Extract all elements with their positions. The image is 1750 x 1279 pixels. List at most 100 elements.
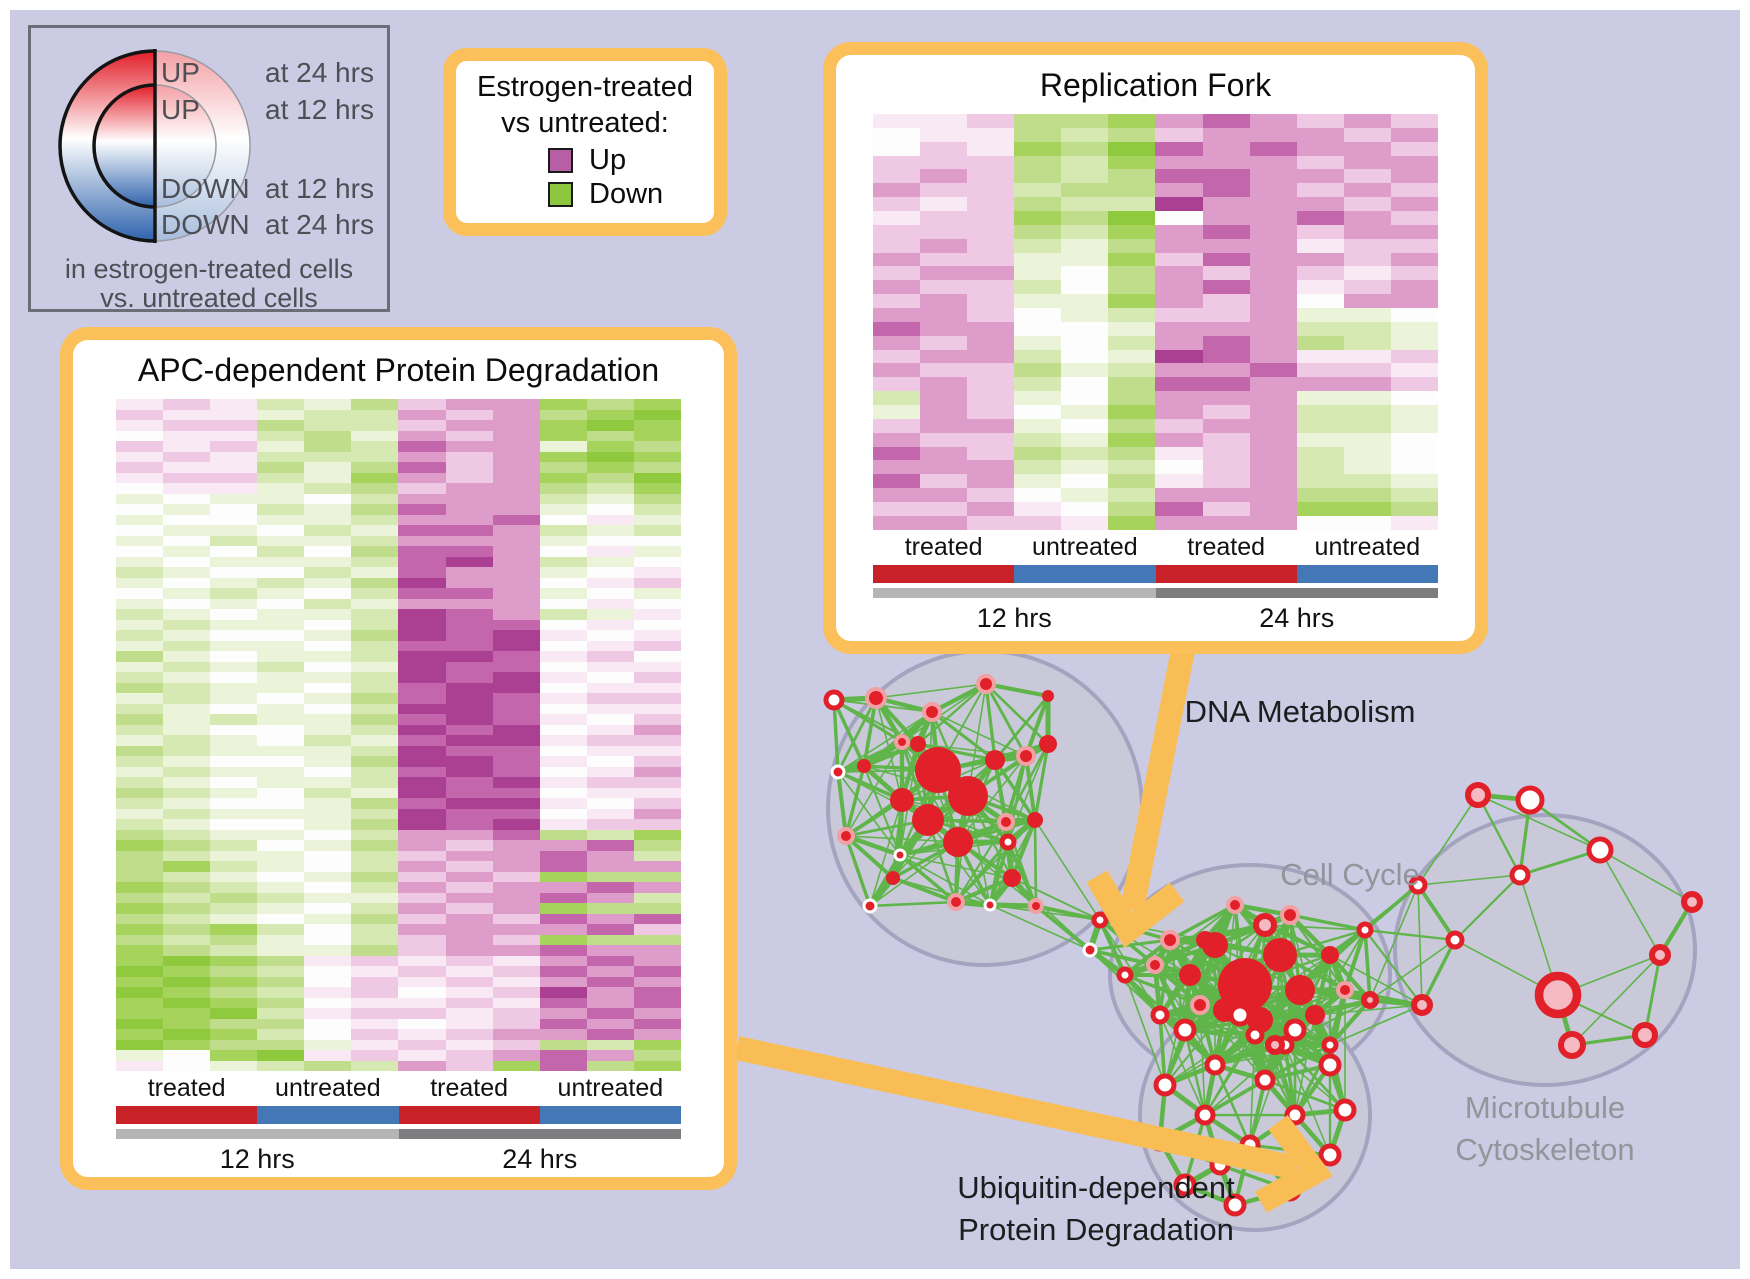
heatmap-cell: [116, 462, 164, 473]
heatmap-cell: [873, 294, 921, 309]
heatmap-cell: [163, 819, 211, 830]
heatmap-cell: [257, 997, 305, 1008]
heatmap-cell: [1390, 127, 1438, 142]
heatmap-row: [873, 515, 1438, 530]
heatmap-cell: [633, 1029, 681, 1040]
heatmap-cell: [445, 451, 493, 462]
heatmap-cell: [1249, 308, 1297, 322]
apc-heatmap-panel: APC-dependent Protein Degradation treate…: [60, 327, 737, 1190]
heatmap-cell: [920, 377, 968, 392]
heatmap-cell: [210, 976, 258, 987]
heatmap-cell: [586, 819, 634, 830]
heatmap-cell: [492, 1050, 540, 1061]
heatmap-cell: [304, 766, 352, 777]
heatmap-cell: [633, 987, 681, 998]
heatmap-cell: [1061, 252, 1109, 267]
heatmap-cell: [633, 556, 681, 567]
network-edge: [1184, 1028, 1256, 1037]
network-node: [976, 674, 996, 694]
heatmap-cell: [920, 515, 968, 530]
heatmap-cell: [304, 609, 352, 620]
heatmap-cell: [304, 493, 352, 504]
heatmap-cell: [586, 409, 634, 420]
heatmap-cell: [257, 861, 305, 872]
heatmap-cell: [539, 483, 587, 494]
heatmap-cell: [1249, 488, 1297, 503]
heatmap-cell: [445, 819, 493, 830]
heatmap-cell: [539, 609, 587, 620]
heatmap-cell: [873, 335, 921, 350]
heatmap-cell: [1108, 474, 1156, 489]
heatmap-cell: [633, 976, 681, 987]
heatmap-cell: [586, 588, 634, 599]
heatmap-cell: [586, 724, 634, 735]
heatmap-cell: [492, 567, 540, 578]
heatmap-cell: [1061, 405, 1109, 419]
heatmap-cell: [163, 798, 211, 809]
heatmap-row: [116, 787, 681, 798]
network-node: [1223, 1193, 1247, 1217]
heatmap-cell: [351, 409, 399, 420]
heatmap-cell: [351, 1050, 399, 1061]
heatmap-cell: [351, 714, 399, 725]
heatmap-cell: [633, 808, 681, 819]
heatmap-cell: [116, 556, 164, 567]
heatmap-cell: [1296, 502, 1344, 516]
heatmap-cell: [210, 598, 258, 609]
heatmap-cell: [539, 493, 587, 504]
heatmap-cell: [1343, 294, 1391, 309]
heatmap-cell: [492, 1060, 540, 1071]
heatmap-cell: [633, 430, 681, 441]
heatmap-cell: [633, 672, 681, 683]
heatmap-cell: [1108, 432, 1156, 447]
heatmap-cell: [1061, 363, 1109, 378]
heatmap-cell: [920, 446, 968, 461]
heatmap-cell: [163, 1029, 211, 1040]
network-node: [997, 813, 1015, 831]
network-edge: [845, 833, 901, 858]
heatmap-cell: [445, 483, 493, 494]
heatmap-cell: [163, 829, 211, 840]
network-edge: [985, 682, 1049, 698]
heatmap-cell: [445, 598, 493, 609]
network-node: [857, 759, 871, 773]
heatmap-cell: [445, 672, 493, 683]
heatmap-cell: [539, 472, 587, 483]
heatmap-cell: [116, 840, 164, 851]
heatmap-row: [116, 640, 681, 651]
heatmap-cell: [920, 321, 968, 336]
network-edge: [989, 904, 1091, 951]
heatmap-cell: [1202, 405, 1250, 419]
heatmap-cell: [304, 840, 352, 851]
heatmap-cell: [257, 409, 305, 420]
heatmap-cell: [1202, 294, 1250, 309]
heatmap-cell: [1296, 266, 1344, 281]
heatmap-cell: [920, 114, 968, 128]
heatmap-cell: [539, 409, 587, 420]
heatmap-cell: [257, 724, 305, 735]
heatmap-cell: [398, 787, 446, 798]
heatmap-cell: [633, 913, 681, 924]
heatmap-cell: [920, 238, 968, 253]
heatmap-cell: [633, 420, 681, 431]
cluster-label-ub: Protein Degradation: [958, 1212, 1234, 1247]
heatmap-cell: [1343, 155, 1391, 170]
heatmap-row: [873, 446, 1438, 461]
heatmap-row: [116, 409, 681, 420]
network-node: [1649, 944, 1671, 966]
heatmap-cell: [1202, 266, 1250, 281]
heatmap-cell: [873, 127, 921, 142]
heatmap-cell: [492, 588, 540, 599]
heatmap-cell: [967, 321, 1015, 336]
heatmap-cell: [1014, 405, 1062, 419]
heatmap-cell: [1108, 266, 1156, 281]
heatmap-cell: [1108, 391, 1156, 406]
heatmap-cell: [116, 472, 164, 483]
heatmap-cell: [210, 787, 258, 798]
heatmap-cell: [398, 640, 446, 651]
heatmap-cell: [445, 640, 493, 651]
heatmap-cell: [920, 474, 968, 489]
network-edge: [1010, 819, 1037, 879]
untreated-bar: [257, 1106, 399, 1124]
heatmap-cell: [539, 504, 587, 515]
